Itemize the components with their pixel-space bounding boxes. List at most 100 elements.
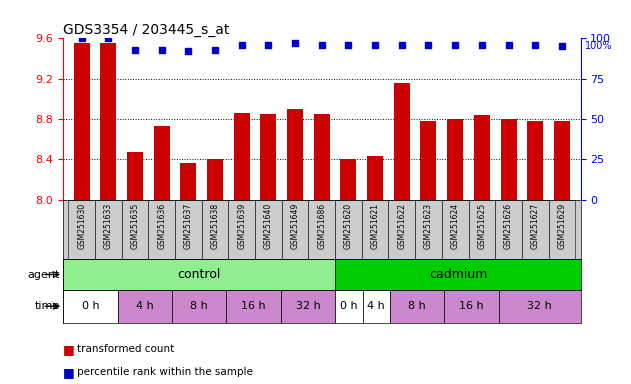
- Text: GSM251625: GSM251625: [477, 203, 487, 249]
- Text: GSM251686: GSM251686: [317, 203, 326, 249]
- Bar: [68, 200, 95, 259]
- Point: [130, 46, 140, 53]
- Point: [397, 42, 407, 48]
- Text: GSM251624: GSM251624: [451, 203, 459, 249]
- Bar: [341, 159, 357, 200]
- Bar: [554, 121, 570, 200]
- Text: agent: agent: [28, 270, 60, 280]
- Point: [450, 42, 460, 48]
- Text: GSM251636: GSM251636: [157, 203, 167, 249]
- Text: GSM251638: GSM251638: [211, 203, 220, 249]
- Text: 0 h: 0 h: [81, 301, 99, 311]
- Text: ■: ■: [63, 343, 75, 356]
- Bar: [495, 200, 522, 259]
- Bar: [474, 115, 490, 200]
- Bar: [180, 164, 196, 200]
- Bar: [172, 290, 227, 323]
- Point: [103, 35, 114, 41]
- Bar: [335, 200, 362, 259]
- Bar: [63, 290, 117, 323]
- Text: control: control: [177, 268, 221, 281]
- Bar: [314, 114, 330, 200]
- Point: [370, 42, 380, 48]
- Point: [210, 46, 220, 53]
- Text: 32 h: 32 h: [296, 301, 321, 311]
- Bar: [287, 109, 303, 200]
- Text: 4 h: 4 h: [367, 301, 385, 311]
- Bar: [548, 200, 575, 259]
- Text: GSM251623: GSM251623: [424, 203, 433, 249]
- Bar: [362, 200, 389, 259]
- Point: [504, 42, 514, 48]
- Text: GSM251635: GSM251635: [131, 203, 139, 249]
- Text: time: time: [35, 301, 60, 311]
- Text: 100%: 100%: [585, 41, 612, 51]
- Bar: [390, 290, 444, 323]
- Text: 16 h: 16 h: [459, 301, 484, 311]
- Bar: [74, 43, 90, 200]
- Point: [237, 42, 247, 48]
- Bar: [228, 200, 255, 259]
- Bar: [227, 290, 281, 323]
- Bar: [447, 119, 463, 200]
- Bar: [309, 200, 335, 259]
- Bar: [100, 43, 117, 200]
- Bar: [95, 200, 122, 259]
- Point: [477, 42, 487, 48]
- Bar: [336, 290, 363, 323]
- Point: [263, 42, 273, 48]
- Text: GSM251622: GSM251622: [398, 203, 406, 249]
- Bar: [261, 114, 276, 200]
- Bar: [444, 290, 499, 323]
- Bar: [122, 200, 148, 259]
- Bar: [336, 259, 581, 290]
- Bar: [500, 119, 517, 200]
- Text: 8 h: 8 h: [408, 301, 426, 311]
- Text: GSM251620: GSM251620: [344, 203, 353, 249]
- Text: GSM251640: GSM251640: [264, 203, 273, 249]
- Bar: [281, 290, 336, 323]
- Text: 4 h: 4 h: [136, 301, 154, 311]
- Text: 32 h: 32 h: [528, 301, 552, 311]
- Point: [317, 42, 327, 48]
- Point: [343, 42, 353, 48]
- Text: GSM251649: GSM251649: [291, 203, 300, 249]
- Text: GSM251637: GSM251637: [184, 203, 193, 249]
- Point: [77, 35, 87, 41]
- Bar: [394, 83, 410, 200]
- Text: GSM251621: GSM251621: [370, 203, 380, 249]
- Text: GSM251639: GSM251639: [237, 203, 246, 249]
- Bar: [499, 290, 581, 323]
- Bar: [442, 200, 468, 259]
- Bar: [148, 200, 175, 259]
- Point: [423, 42, 433, 48]
- Text: GSM251626: GSM251626: [504, 203, 513, 249]
- Bar: [127, 152, 143, 200]
- Bar: [117, 290, 172, 323]
- Bar: [522, 200, 548, 259]
- Bar: [389, 200, 415, 259]
- Text: transformed count: transformed count: [77, 344, 174, 354]
- Bar: [420, 121, 437, 200]
- Bar: [234, 113, 250, 200]
- Text: GSM251627: GSM251627: [531, 203, 540, 249]
- Point: [290, 40, 300, 46]
- Text: GSM251633: GSM251633: [104, 203, 113, 249]
- Text: 16 h: 16 h: [242, 301, 266, 311]
- Bar: [63, 259, 336, 290]
- Bar: [255, 200, 282, 259]
- Bar: [468, 200, 495, 259]
- Bar: [363, 290, 390, 323]
- Text: GDS3354 / 203445_s_at: GDS3354 / 203445_s_at: [63, 23, 230, 37]
- Bar: [207, 159, 223, 200]
- Bar: [415, 200, 442, 259]
- Bar: [175, 200, 202, 259]
- Text: ■: ■: [63, 366, 75, 379]
- Point: [557, 43, 567, 50]
- Text: 0 h: 0 h: [340, 301, 358, 311]
- Bar: [527, 121, 543, 200]
- Point: [156, 46, 167, 53]
- Text: GSM251629: GSM251629: [557, 203, 567, 249]
- Point: [184, 48, 194, 55]
- Bar: [154, 126, 170, 200]
